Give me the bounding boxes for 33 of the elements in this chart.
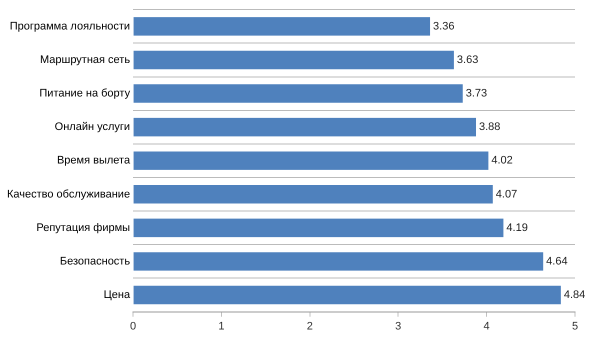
y-tick-label: Онлайн услуги xyxy=(54,121,130,134)
x-tick-label: 4 xyxy=(484,320,490,332)
data-label: 3.63 xyxy=(456,54,478,66)
bar xyxy=(134,84,463,103)
y-tick-label: Цена xyxy=(104,289,131,302)
data-label: 4.84 xyxy=(564,289,586,302)
data-label: 4.64 xyxy=(546,255,568,268)
x-tick-label: 2 xyxy=(306,320,313,332)
y-tick-label: Маршрутная сеть xyxy=(40,54,130,66)
y-tick-label: Питание на борту xyxy=(39,88,131,100)
bar xyxy=(134,50,454,70)
x-tick-label: 0 xyxy=(130,320,136,332)
bar xyxy=(134,118,476,136)
data-label: 3.73 xyxy=(466,88,488,100)
y-tick-label: Программа лояльности xyxy=(10,20,130,32)
x-tick-label: 5 xyxy=(572,320,578,332)
data-label: 3.36 xyxy=(433,20,454,32)
data-label: 4.02 xyxy=(491,154,513,167)
y-tick-label: Безопасность xyxy=(60,255,130,268)
bar xyxy=(134,252,544,271)
data-label: 3.88 xyxy=(479,121,500,134)
y-tick-label: Репутация фирмы xyxy=(36,222,130,234)
bar xyxy=(134,286,561,304)
y-tick-label: Время вылета xyxy=(56,154,131,167)
x-tick-label: 3 xyxy=(395,320,402,332)
bar xyxy=(134,151,488,170)
data-label: 4.07 xyxy=(496,188,518,200)
y-tick-label: Качество обслуживание xyxy=(6,188,130,200)
data-label: 4.19 xyxy=(506,222,528,234)
bar xyxy=(134,185,493,204)
bar xyxy=(134,218,504,238)
x-tick-label: 1 xyxy=(218,320,225,332)
bar xyxy=(134,17,430,36)
